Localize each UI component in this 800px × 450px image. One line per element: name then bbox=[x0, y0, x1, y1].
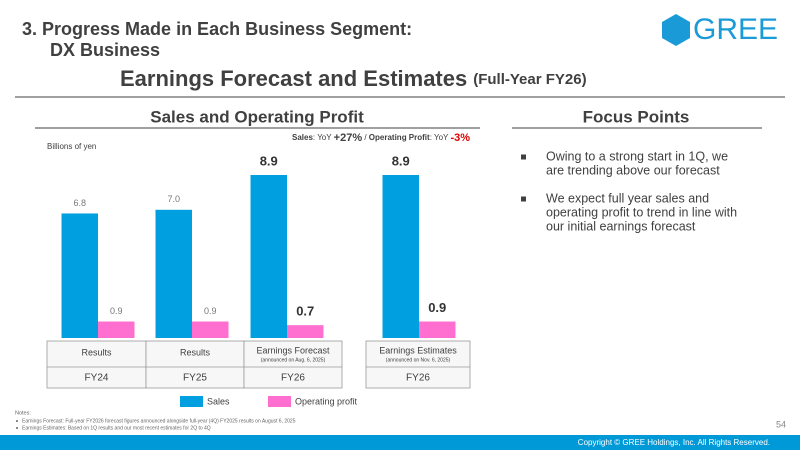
subtitle-part: : YoY bbox=[313, 133, 334, 142]
bar bbox=[382, 175, 419, 338]
bar bbox=[419, 321, 456, 338]
chart-subtitle: Sales: YoY +27% / Operating Profit: YoY … bbox=[292, 132, 470, 144]
heading-note: (Full-Year FY26) bbox=[473, 71, 586, 88]
focus-text: are trending above our forecast bbox=[546, 163, 720, 177]
subtitle-part: : YoY bbox=[430, 133, 451, 142]
data-label: 8.9 bbox=[260, 153, 278, 168]
bullet bbox=[521, 154, 526, 160]
bar bbox=[155, 209, 192, 338]
heading: Earnings Forecast and Estimates (Full-Yea… bbox=[120, 66, 587, 91]
section-heading: Focus Points bbox=[583, 107, 690, 126]
subtitle-part: Operating Profit bbox=[369, 133, 430, 142]
focus-text: We expect full year sales and bbox=[546, 191, 709, 205]
legend-label: Operating profit bbox=[295, 396, 358, 406]
bar bbox=[61, 213, 98, 338]
title-line: DX Business bbox=[50, 40, 160, 60]
bar bbox=[98, 321, 135, 338]
note-item: Earnings Estimates: Based on 1Q results … bbox=[22, 425, 211, 431]
legend-swatch bbox=[268, 396, 291, 407]
x-tick-label: FY24 bbox=[85, 373, 109, 384]
category-label: Results bbox=[180, 347, 211, 357]
subtitle-part: -3% bbox=[450, 132, 470, 144]
bar bbox=[192, 321, 229, 338]
data-label: 7.0 bbox=[167, 194, 180, 204]
x-tick-label: FY26 bbox=[406, 373, 430, 384]
note-item: Earnings Forecast: Full-year FY2026 fore… bbox=[22, 418, 296, 424]
category-note: (announced on Nov. 6, 2025) bbox=[386, 357, 451, 363]
note-bullet bbox=[16, 427, 18, 429]
notes-title: Notes: bbox=[15, 410, 31, 416]
data-label: 8.9 bbox=[392, 153, 410, 168]
logo-mark bbox=[662, 14, 690, 46]
x-tick-label: FY26 bbox=[281, 373, 305, 384]
bar bbox=[250, 175, 287, 338]
category-cell bbox=[365, 340, 471, 389]
category-label: Earnings Estimates bbox=[379, 345, 457, 355]
legend-label: Sales bbox=[207, 396, 230, 406]
category-label: Results bbox=[81, 347, 112, 357]
data-label: 0.9 bbox=[428, 300, 446, 315]
subtitle-part: / bbox=[362, 133, 369, 142]
heading-main: Earnings Forecast and Estimates bbox=[120, 66, 467, 91]
copyright: Copyright © GREE Holdings, Inc. All Righ… bbox=[578, 438, 770, 447]
note-bullet bbox=[16, 420, 18, 422]
bar bbox=[287, 325, 324, 338]
subtitle-part: Sales bbox=[292, 133, 313, 142]
data-label: 0.7 bbox=[296, 304, 314, 319]
logo-text: GREE bbox=[693, 13, 778, 46]
category-cell bbox=[46, 340, 147, 389]
category-cell bbox=[243, 340, 343, 389]
bullet bbox=[521, 196, 526, 202]
page-number: 54 bbox=[776, 419, 786, 429]
data-label: 0.9 bbox=[110, 306, 123, 316]
subtitle-part: +27% bbox=[334, 132, 363, 144]
category-note: (announced on Aug. 6, 2025) bbox=[261, 357, 326, 363]
data-label: 6.8 bbox=[73, 198, 86, 208]
section-heading: Sales and Operating Profit bbox=[150, 107, 364, 126]
x-tick-label: FY25 bbox=[183, 373, 207, 384]
focus-text: our initial earnings forecast bbox=[546, 219, 696, 233]
unit-label: Billions of yen bbox=[47, 142, 96, 151]
data-label: 0.9 bbox=[204, 306, 217, 316]
focus-text: operating profit to trend in line with bbox=[546, 205, 737, 219]
category-label: Earnings Forecast bbox=[256, 345, 330, 355]
focus-text: Owing to a strong start in 1Q, we bbox=[546, 149, 728, 163]
legend-swatch bbox=[180, 396, 203, 407]
footer-band bbox=[0, 435, 800, 450]
title-line: 3. Progress Made in Each Business Segmen… bbox=[22, 19, 412, 39]
